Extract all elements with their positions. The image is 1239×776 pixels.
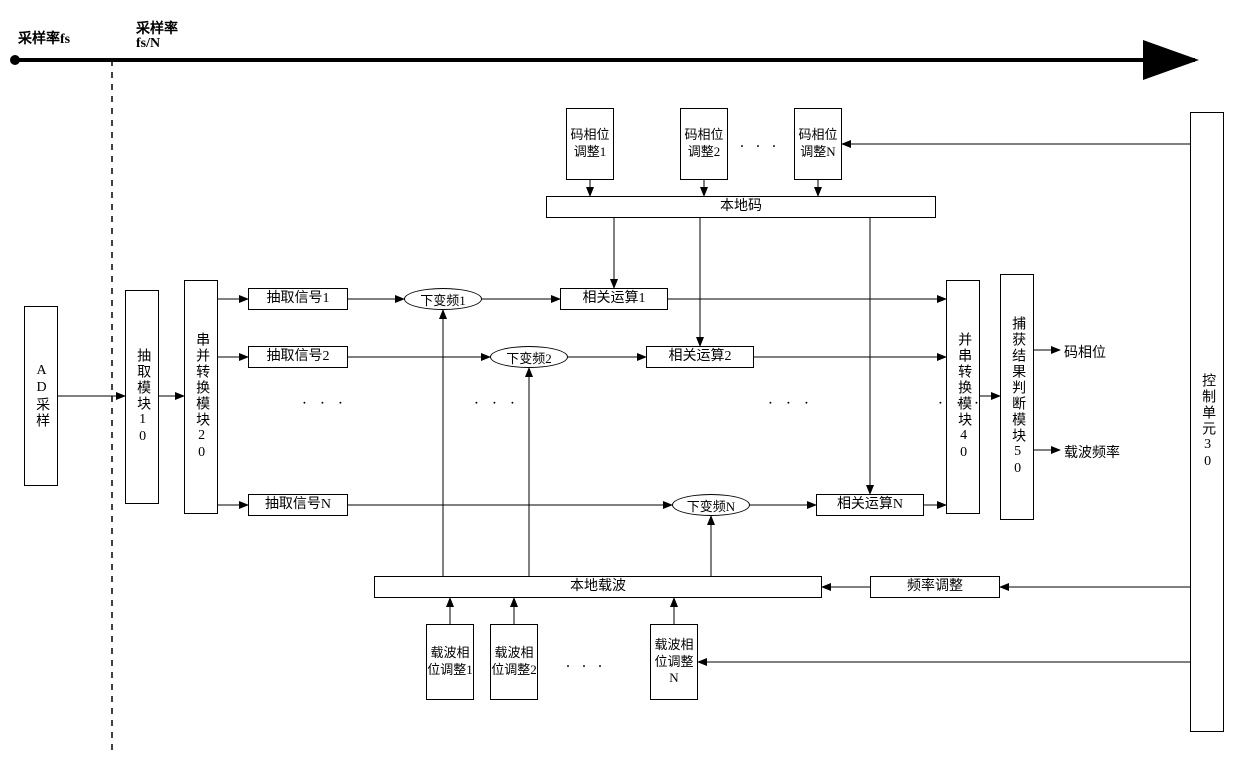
block-local-code: 本地码 bbox=[546, 196, 936, 218]
block-control-unit: 控制单元30 bbox=[1190, 112, 1224, 732]
hdots-code-adjust: . . . bbox=[740, 134, 780, 152]
block-freq-adjust: 频率调整 bbox=[870, 576, 1000, 598]
label-fsN-bot: fs/N bbox=[136, 36, 160, 52]
label-fsN-top: 采样率 bbox=[136, 18, 178, 38]
block-correlate-2: 相关运算2 bbox=[646, 346, 754, 368]
output-carrier-freq: 载波频率 bbox=[1064, 442, 1120, 462]
block-ps-convert: 并串转换模块40 bbox=[946, 280, 980, 514]
block-correlate-N: 相关运算N bbox=[816, 494, 924, 516]
block-extract-module: 抽取模块10 bbox=[125, 290, 159, 504]
block-sp-convert: 串并转换模块20 bbox=[184, 280, 218, 514]
oval-downconv-2: 下变频2 bbox=[490, 346, 568, 368]
oval-downconv-N: 下变频N bbox=[672, 494, 750, 516]
block-code-adjust-1: 码相位调整1 bbox=[566, 108, 614, 180]
block-extract-N: 抽取信号N bbox=[248, 494, 348, 516]
block-code-adjust-2: 码相位调整2 bbox=[680, 108, 728, 180]
label-fs: 采样率fs bbox=[18, 28, 70, 48]
block-correlate-1: 相关运算1 bbox=[560, 288, 668, 310]
block-extract-2: 抽取信号2 bbox=[248, 346, 348, 368]
block-code-adjust-N: 码相位调整N bbox=[794, 108, 842, 180]
block-carrier-adjust-N: 载波相位调整N bbox=[650, 624, 698, 700]
block-extract-1: 抽取信号1 bbox=[248, 288, 348, 310]
vdots-dc: ··· bbox=[466, 400, 520, 409]
vdots-extract: ··· bbox=[294, 400, 348, 409]
block-ad-sample: AD采样 bbox=[24, 306, 58, 486]
output-code-phase: 码相位 bbox=[1064, 342, 1106, 362]
oval-downconv-1: 下变频1 bbox=[404, 288, 482, 310]
vdots-cor: ··· bbox=[760, 400, 814, 409]
block-carrier-adjust-2: 载波相位调整2 bbox=[490, 624, 538, 700]
block-capture-judge: 捕获结果判断模块50 bbox=[1000, 274, 1034, 520]
block-carrier-adjust-1: 载波相位调整1 bbox=[426, 624, 474, 700]
vdots-ps: ··· bbox=[930, 400, 984, 409]
block-local-carrier: 本地载波 bbox=[374, 576, 822, 598]
hdots-carrier-adjust: . . . bbox=[566, 654, 606, 672]
